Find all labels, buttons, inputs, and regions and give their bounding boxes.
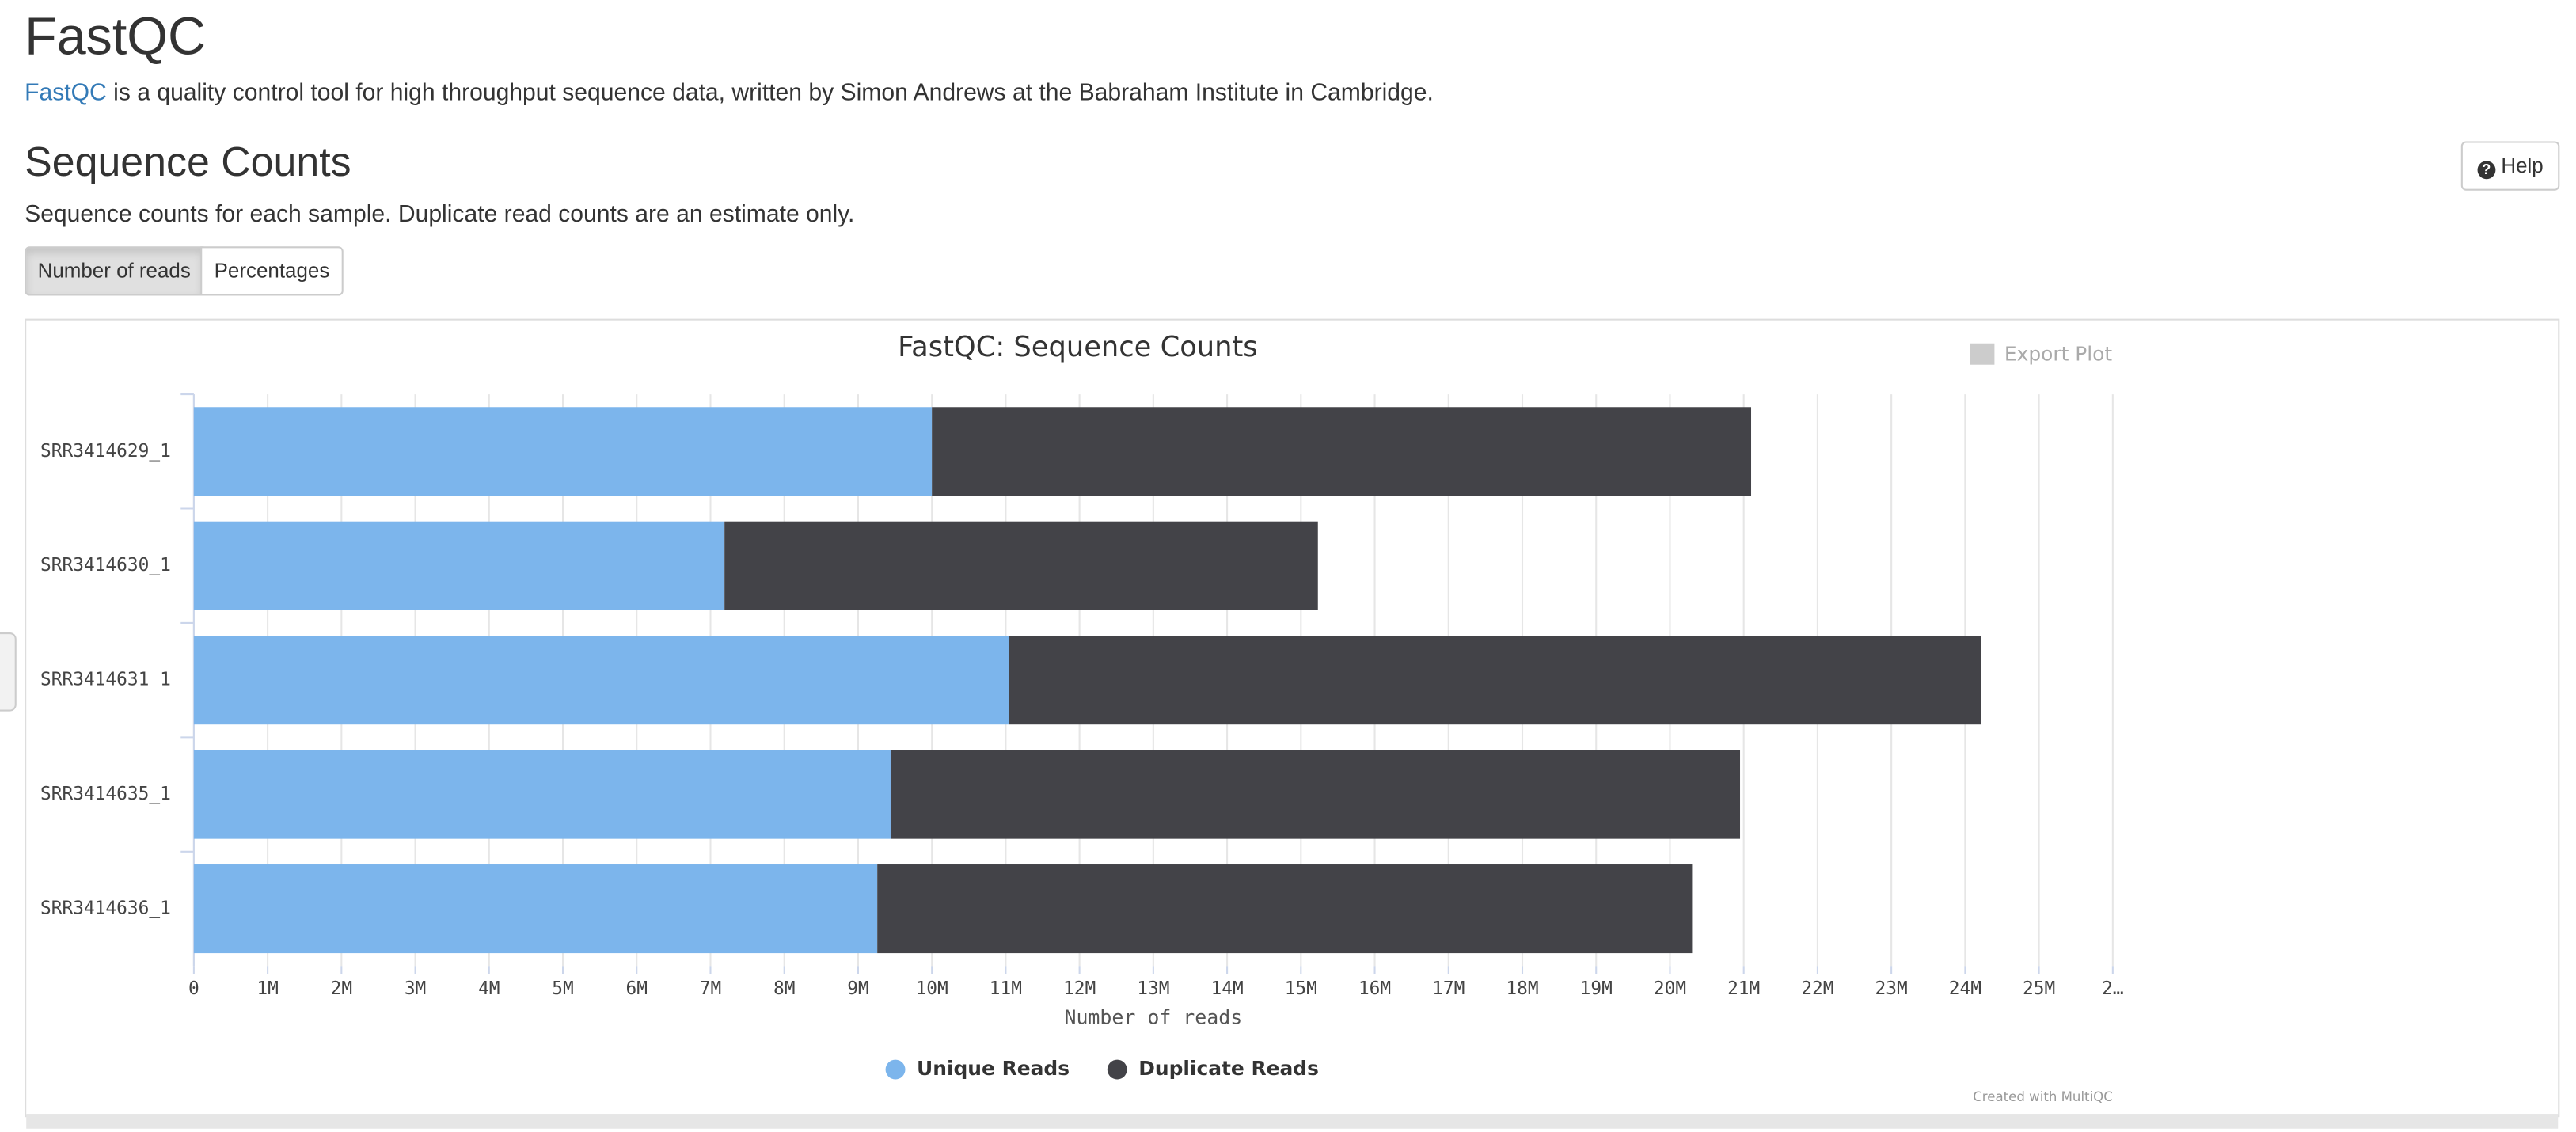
x-tick-label: 15M (1285, 978, 1317, 999)
x-tick-label: 0 (188, 978, 199, 999)
percent-button[interactable]: Percentages (200, 246, 344, 296)
x-tick-label: 16M (1358, 978, 1391, 999)
bar-segment (193, 636, 1009, 725)
x-tick-label: 18M (1506, 978, 1538, 999)
page-title: FastQC (25, 6, 206, 66)
x-tick-label: 11M (990, 978, 1022, 999)
x-tick-label: 4M (478, 978, 500, 999)
y-tick-label: SRR3414630_1 (40, 555, 171, 575)
x-tick-label: 8M (773, 978, 795, 999)
export-icon (1970, 343, 1995, 365)
x-tick-label: 6M (626, 978, 648, 999)
bar-segment (1009, 636, 1981, 725)
help-label: Help (2501, 154, 2544, 178)
export-label: Export Plot (2004, 342, 2113, 365)
intro: FastQC is a quality control tool for hig… (25, 81, 1434, 107)
bar-segment (877, 864, 1693, 954)
x-tick-label: 9M (847, 978, 868, 999)
chart-title: FastQC: Sequence Counts (898, 331, 1258, 363)
x-tick-label: 10M (916, 978, 948, 999)
x-tick-label: 1M (256, 978, 278, 999)
bar-segment (890, 750, 1741, 839)
x-tick-label: 19M (1580, 978, 1613, 999)
x-tick-label: 23M (1875, 978, 1908, 999)
section-description: Sequence counts for each sample. Duplica… (25, 202, 855, 229)
x-tick-label: 22M (1801, 978, 1833, 999)
intro-link[interactable]: FastQC (25, 80, 107, 107)
y-tick-label: SRR3414636_1 (40, 898, 171, 919)
y-tick-label: SRR3414629_1 (40, 441, 171, 462)
legend-label: Duplicate Reads (1138, 1057, 1319, 1080)
x-tick-label: 2M (331, 978, 352, 999)
bar-segment (724, 521, 1318, 610)
help-button[interactable]: ? Help (2460, 141, 2560, 191)
x-tick-label: 3M (405, 978, 426, 999)
x-tick-label: 2… (2102, 978, 2123, 999)
x-axis-title: Number of reads (1064, 1006, 1242, 1029)
x-tick-label: 7M (700, 978, 721, 999)
resize-handle[interactable] (26, 1114, 2559, 1129)
side-toggle[interactable] (0, 632, 17, 712)
x-tick-label: 13M (1137, 978, 1169, 999)
bar-segment (193, 407, 933, 496)
credit: Created with MultiQC (1973, 1089, 2113, 1104)
legend-marker (1107, 1059, 1127, 1080)
x-tick-label: 24M (1949, 978, 1981, 999)
x-tick-label: 14M (1210, 978, 1243, 999)
bar-segment (193, 750, 891, 839)
bar-segment (193, 521, 725, 610)
x-tick-label: 12M (1063, 978, 1096, 999)
x-tick-label: 5M (552, 978, 573, 999)
x-tick-label: 20M (1654, 978, 1686, 999)
export-button[interactable]: Export Plot (1970, 342, 2112, 365)
bar-segment (932, 407, 1752, 496)
x-tick-label: 25M (2023, 978, 2055, 999)
x-tick-label: 21M (1727, 978, 1760, 999)
bar-segment (193, 864, 878, 954)
legend-label: Unique Reads (917, 1057, 1070, 1080)
legend-marker (885, 1059, 906, 1080)
intro-text: is a quality control tool for high throu… (106, 80, 1434, 107)
x-tick-label: 17M (1432, 978, 1465, 999)
section-title: Sequence Counts (25, 139, 351, 186)
reads-button[interactable]: Number of reads (25, 246, 204, 296)
y-tick-label: SRR3414635_1 (40, 784, 171, 804)
y-tick-label: SRR3414631_1 (40, 670, 171, 690)
